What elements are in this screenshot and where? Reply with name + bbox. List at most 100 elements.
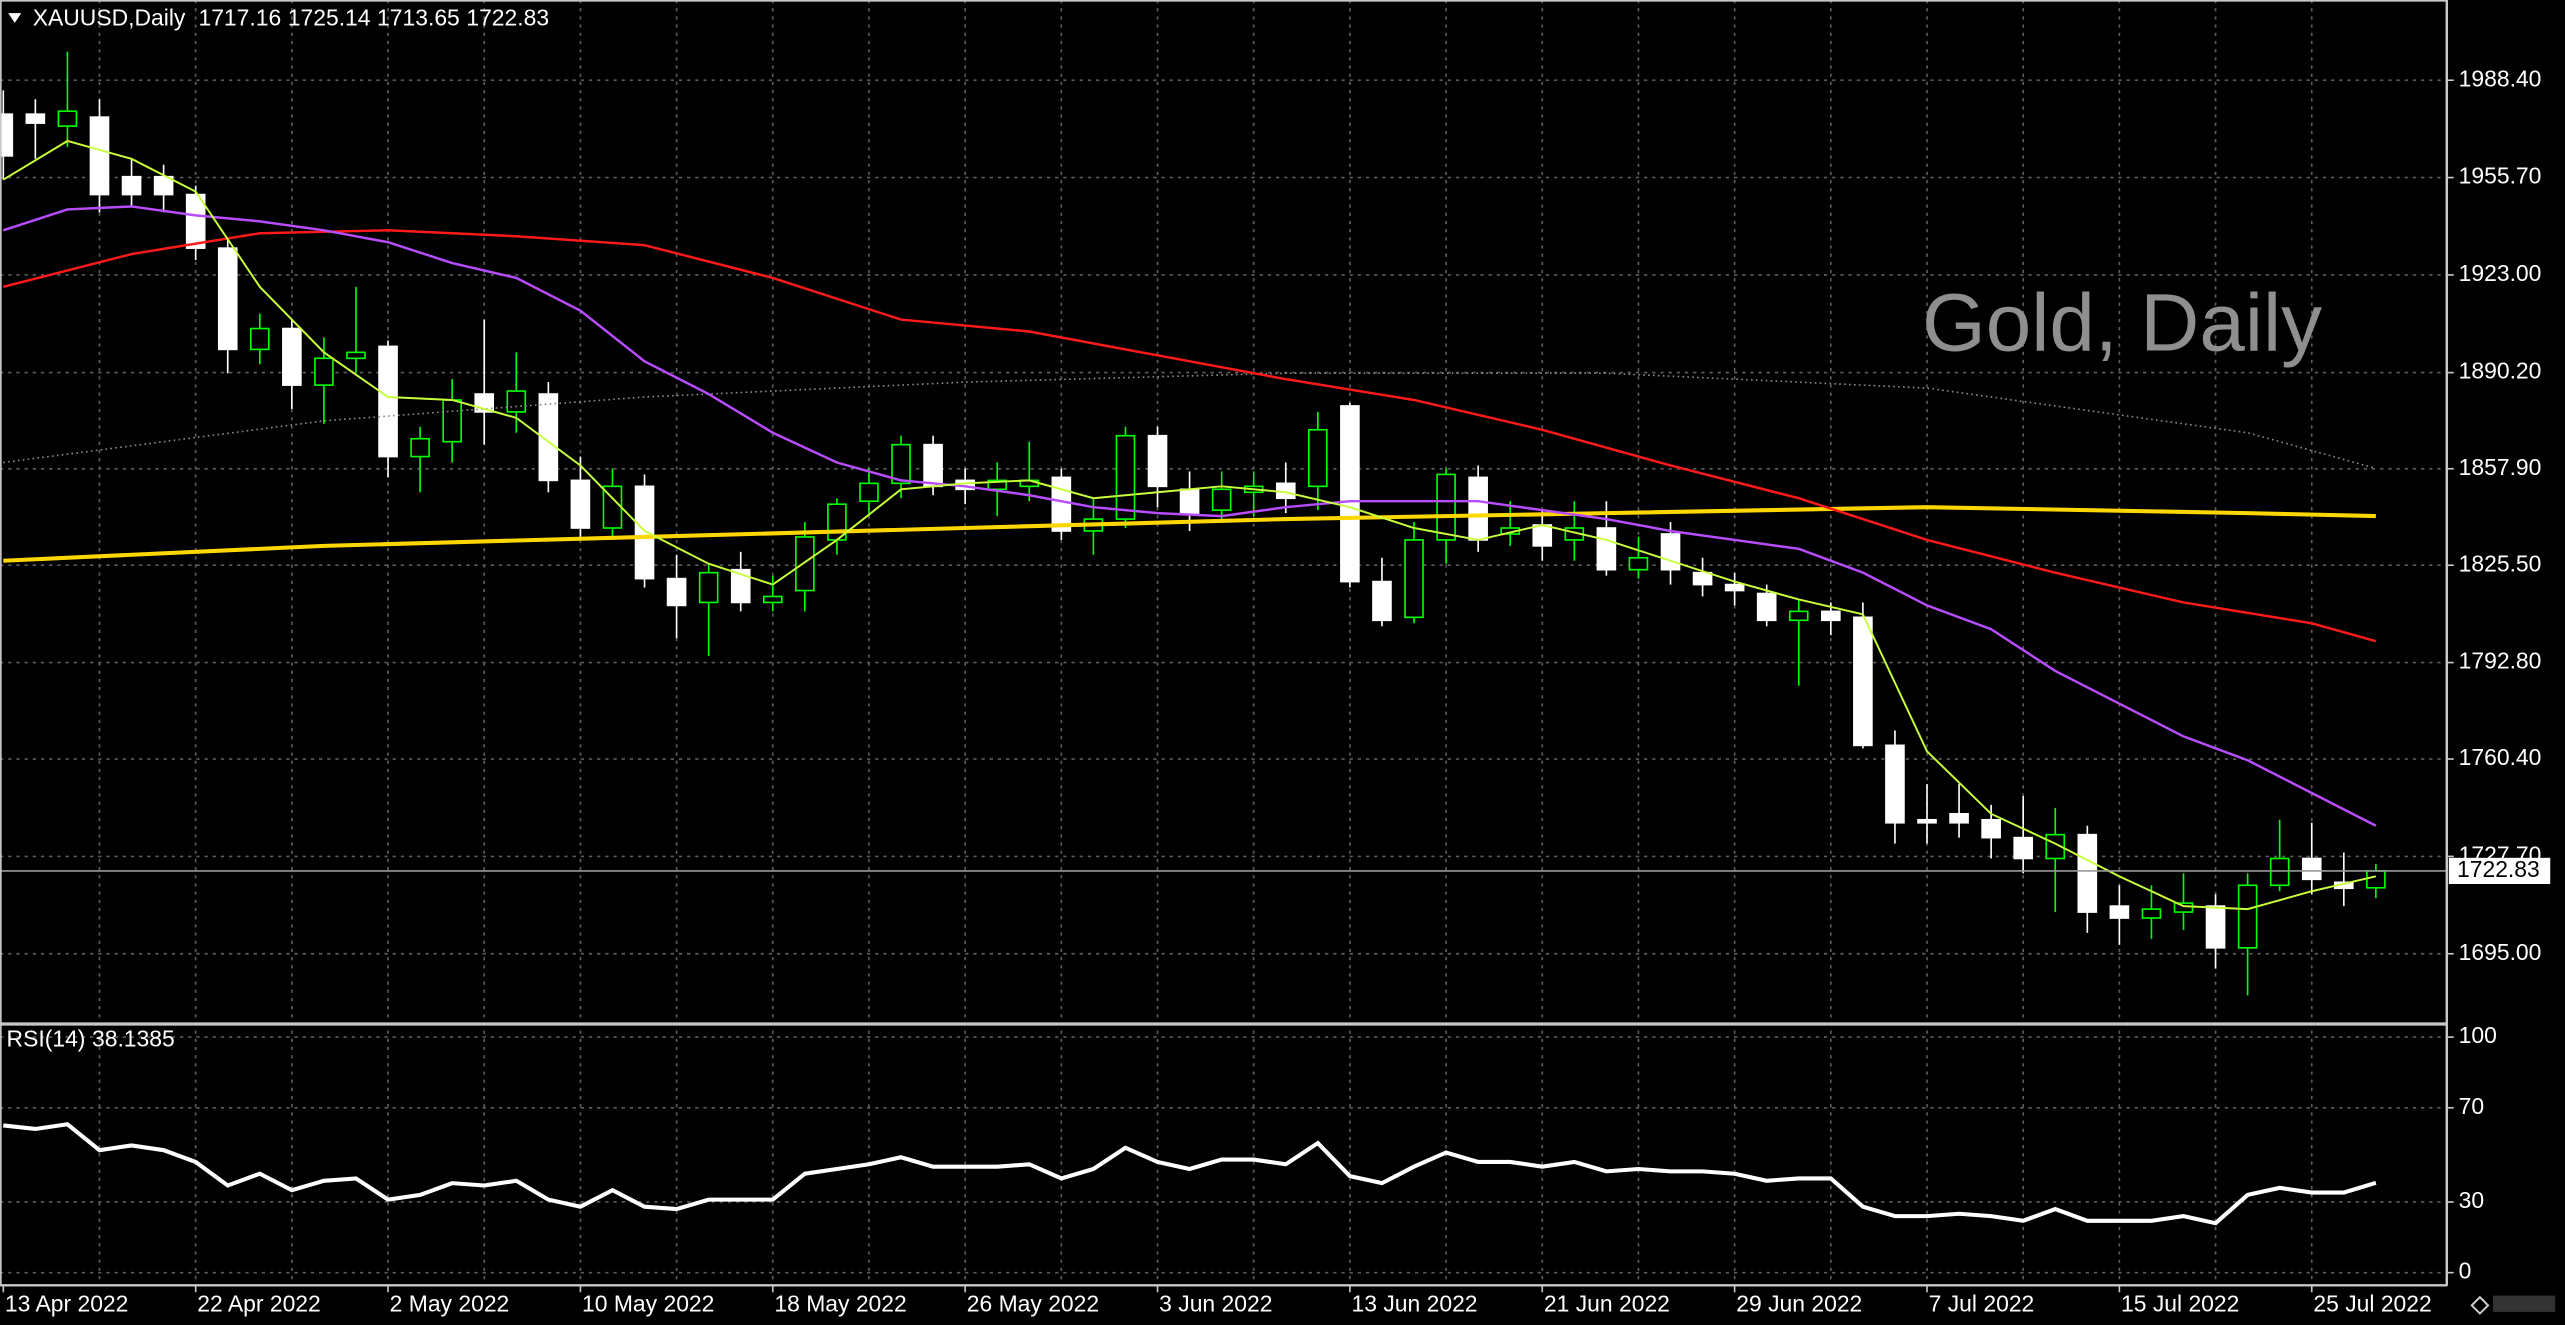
indicator-name: RSI(14) [7,1025,86,1051]
logo-box [2492,1295,2556,1312]
y-tick-label: 100 [2459,1022,2497,1048]
moving-average [3,372,2377,470]
y-tick-label: 0 [2459,1258,2472,1284]
candle-body [1340,405,1360,583]
indicator-last: 38.1385 [92,1025,175,1051]
candle-body [2077,833,2098,913]
y-tick-label: 30 [2459,1187,2484,1213]
candle-body [346,351,366,360]
y-tick-label: 1760.40 [2459,744,2542,770]
candle-body [1179,488,1200,514]
watermark: Gold, Daily [1922,277,2322,368]
moving-average [2,205,2377,827]
moving-average [2,229,2377,643]
y-tick-label: 1955.70 [2459,163,2542,189]
candle-body [666,577,687,607]
candle-body [410,437,430,458]
candle-body [0,113,14,157]
chart-header: XAUUSD,Daily 1717.16 1725.14 1713.65 1722.83 [33,5,549,31]
candle-body [57,110,78,127]
candle-body [2237,884,2258,949]
candle-body [1788,610,1809,622]
candle-body [1436,473,1456,541]
x-tick-label: 15 Jul 2022 [2121,1290,2239,1316]
x-tick-label: 25 Jul 2022 [2313,1290,2431,1316]
candle-body [1051,476,1072,532]
candle-body [762,595,783,604]
candle-body [1308,428,1328,488]
y-tick-label: 1695.00 [2459,939,2542,965]
candle-body [1660,533,1681,571]
y-tick-label: 1857.90 [2459,454,2542,480]
logo-mark [2470,1295,2490,1315]
x-tick-label: 13 Jun 2022 [1352,1290,1478,1316]
candle-body [1981,818,2001,839]
rsi-line [3,1122,2377,1226]
candle-body [1756,592,1777,622]
candle-body [795,536,815,592]
candle-body [1211,488,1232,511]
candle-body [2269,857,2290,887]
candle-body [859,482,879,503]
candle-body [249,327,270,351]
candle-body [282,327,302,386]
candle-body [987,479,1008,491]
collapse-icon[interactable] [8,13,22,23]
y-tick-label: 1825.50 [2459,550,2542,576]
x-tick-label: 13 Apr 2022 [5,1290,128,1316]
current-price-label: 1722.83 [2457,856,2540,882]
y-tick-label: 1890.20 [2459,358,2542,384]
moving-average [2,139,2377,911]
current-price-box [2448,857,2551,884]
candle-body [121,175,142,196]
x-tick-label: 10 May 2022 [582,1290,714,1316]
candle-body [442,399,462,443]
candle-body [634,485,655,580]
candle-body [1724,583,1745,592]
y-tick-label: 70 [2459,1093,2484,1119]
y-tick-label: 1792.80 [2459,648,2542,674]
frame [0,0,2448,1286]
candle-body [1885,744,1905,824]
candle-body [2013,836,2034,860]
candle-body [1115,434,1136,520]
last-low: 1713.65 [377,5,460,31]
candle-body [1532,524,1553,547]
candle-body [1692,571,1713,586]
x-tick-label: 29 Jun 2022 [1736,1290,1862,1316]
x-tick-label: 18 May 2022 [774,1290,906,1316]
y-tick-label: 1923.00 [2459,260,2542,286]
x-tick-label: 21 Jun 2022 [1544,1290,1670,1316]
candle-body [378,345,398,458]
candle-body [1917,818,1937,824]
candle-body [1949,813,1969,824]
candle-body [2173,902,2194,913]
candle-body [891,443,911,485]
logo [2470,1295,2556,1315]
x-tick-label: 26 May 2022 [967,1290,1099,1316]
candle-body [2301,857,2322,881]
x-tick-label: 3 Jun 2022 [1159,1290,1272,1316]
candle-body [1468,476,1488,541]
last-high: 1725.14 [288,5,371,31]
candle-body [1628,556,1649,571]
candle-body [1404,539,1424,619]
candle-body [153,175,174,196]
candle-body [570,479,591,529]
candle-body [2141,908,2162,919]
candle-body [2366,870,2386,889]
candle-body [538,393,559,482]
candle-body [1372,580,1392,622]
candle-body [1853,616,1873,747]
candle-body [314,357,334,386]
candle-body [730,568,751,604]
x-tick-label: 7 Jul 2022 [1929,1290,2035,1316]
x-tick-label: 22 Apr 2022 [197,1290,320,1316]
candle-body [1147,434,1168,488]
indicator-header: RSI(14) 38.1385 [7,1025,175,1051]
candle-body [2109,905,2130,919]
candle-body [89,116,110,196]
